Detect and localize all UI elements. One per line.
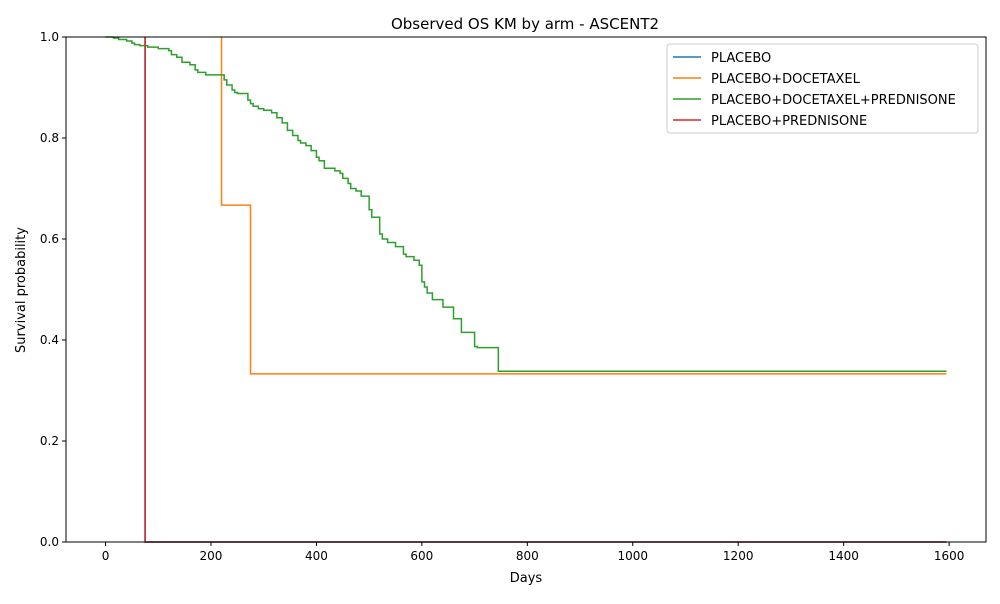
y-tick-label: 0.8	[40, 131, 59, 145]
x-tick-label: 1000	[617, 549, 648, 563]
x-axis: 0 200 400 600 800 1000 1200 1400 1600	[102, 542, 965, 563]
chart-title: Observed OS KM by arm - ASCENT2	[391, 15, 659, 33]
y-tick-label: 1.0	[40, 30, 59, 44]
y-axis-label: Survival probability	[14, 227, 29, 353]
x-tick-label: 400	[305, 549, 328, 563]
x-tick-label: 1400	[828, 549, 859, 563]
y-tick-label: 0.0	[40, 535, 59, 549]
legend-label-1: PLACEBO+DOCETAXEL	[711, 72, 861, 87]
legend-label-2: PLACEBO+DOCETAXEL+PREDNISONE	[711, 93, 956, 108]
y-tick-label: 0.4	[40, 333, 59, 347]
x-tick-label: 800	[516, 549, 539, 563]
legend-label-0: PLACEBO	[711, 51, 771, 66]
x-axis-label: Days	[510, 571, 543, 586]
y-tick-label: 0.6	[40, 232, 59, 246]
x-tick-label: 600	[410, 549, 433, 563]
legend-label-3: PLACEBO+PREDNISONE	[711, 114, 867, 129]
legend-box	[666, 43, 979, 134]
legend: PLACEBO PLACEBO+DOCETAXEL PLACEBO+DOCETAXE…	[666, 43, 979, 134]
series-line-1	[220, 37, 947, 375]
plot-frame	[65, 36, 987, 543]
series-line-2	[105, 36, 947, 373]
x-tick-label: 1200	[723, 549, 754, 563]
x-tick-label: 0	[102, 549, 110, 563]
x-tick-label: 200	[200, 549, 223, 563]
y-axis: 0.0 0.2 0.4 0.6 0.8 1.0	[40, 30, 66, 549]
y-tick-label: 0.2	[40, 434, 59, 448]
x-tick-label: 1600	[934, 549, 965, 563]
